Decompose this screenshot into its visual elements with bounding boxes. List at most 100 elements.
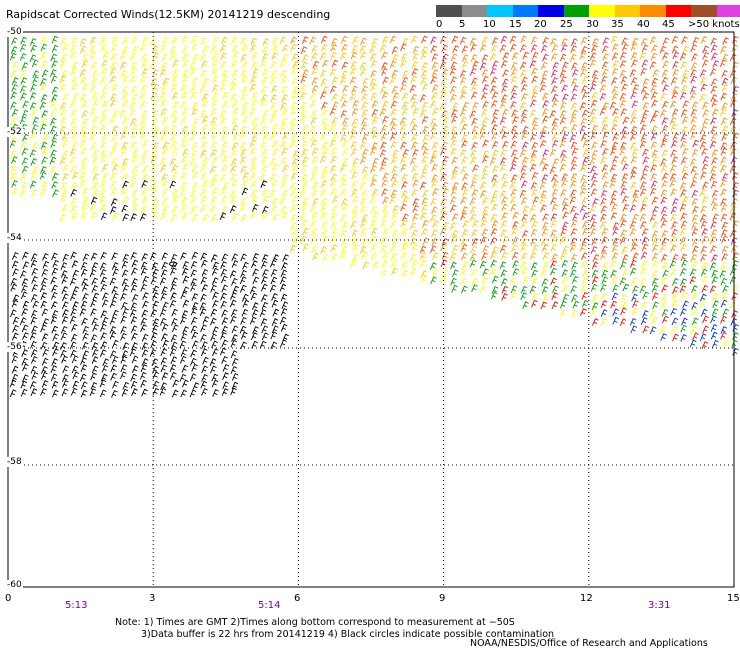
wind-barb: [21, 308, 29, 316]
wind-barb: [430, 197, 437, 206]
wind-barb: [622, 116, 630, 125]
wind-barb: [260, 294, 268, 302]
wind-barb: [582, 139, 590, 148]
wind-barb: [189, 133, 197, 142]
wind-barb: [90, 334, 98, 343]
wind-barb: [359, 205, 367, 214]
wind-barb: [211, 373, 219, 382]
wind-barb: [329, 139, 337, 148]
wind-barb: [270, 341, 278, 350]
wind-barb: [41, 69, 49, 78]
wind-barb: [531, 269, 538, 278]
wind-barb: [62, 309, 69, 317]
wind-barb: [689, 92, 697, 100]
wind-barb: [600, 251, 608, 260]
wind-barb: [301, 54, 309, 63]
wind-barb: [61, 188, 69, 197]
wind-barb: [542, 213, 549, 222]
wind-barb: [62, 150, 69, 159]
wind-barb: [450, 187, 458, 196]
wind-barb: [89, 51, 97, 60]
wind-barb: [731, 198, 738, 206]
wind-barb: [411, 133, 418, 142]
wind-barb: [582, 149, 590, 157]
wind-barb: [551, 93, 559, 102]
wind-barb: [561, 173, 569, 182]
wind-barb: [481, 54, 489, 63]
wind-barb: [209, 165, 217, 174]
wind-barb: [542, 53, 549, 62]
wind-barb: [91, 356, 99, 364]
wind-barb: [329, 85, 337, 94]
wind-barb: [329, 123, 337, 132]
wind-barb: [500, 125, 507, 134]
wind-barb: [251, 302, 259, 310]
wind-barb: [642, 156, 650, 165]
wind-barb: [211, 214, 218, 222]
wind-barb: [469, 213, 477, 222]
wind-barb: [561, 179, 568, 188]
wind-barb: [610, 300, 617, 309]
wind-barb: [720, 156, 727, 165]
wind-barb: [289, 244, 297, 253]
wind-barb: [340, 229, 348, 238]
wind-barb: [170, 283, 177, 292]
wind-barb: [721, 102, 729, 111]
wind-barb: [531, 91, 538, 100]
wind-barb: [682, 100, 690, 109]
colorbar-swatch-4: [538, 5, 564, 17]
wind-barb: [139, 125, 147, 133]
wind-barb: [242, 101, 249, 110]
wind-barb: [479, 131, 487, 140]
wind-barb: [439, 227, 447, 236]
wind-barb: [230, 165, 237, 173]
wind-barb: [91, 165, 99, 174]
wind-barb: [620, 156, 628, 165]
wind-barb: [140, 267, 148, 276]
wind-barb: [630, 133, 637, 141]
wind-barb: [590, 99, 598, 108]
wind-barb: [430, 45, 438, 53]
wind-barb: [109, 331, 117, 340]
wind-barb: [271, 52, 278, 61]
wind-barb: [191, 213, 199, 222]
wind-barb: [29, 180, 37, 189]
wind-barb: [581, 109, 589, 118]
wind-barb: [729, 125, 737, 134]
wind-barb: [580, 45, 588, 54]
wind-barb: [559, 139, 567, 148]
wind-barb: [130, 61, 138, 70]
wind-barb: [371, 142, 379, 150]
wind-barb: [490, 196, 497, 204]
wind-barb: [591, 91, 598, 100]
wind-barb: [720, 188, 727, 197]
wind-barb: [590, 188, 598, 197]
wind-barb: [91, 61, 98, 70]
wind-barb: [570, 285, 577, 294]
wind-barb: [661, 69, 669, 78]
wind-barb: [461, 182, 468, 191]
wind-barb: [591, 302, 599, 310]
wind-barb: [31, 267, 39, 276]
wind-barb: [131, 293, 139, 302]
wind-barb: [601, 61, 609, 70]
wind-barb: [440, 205, 448, 214]
wind-barb: [672, 277, 679, 286]
wind-barb: [411, 35, 418, 44]
wind-barb: [109, 316, 117, 325]
wind-barb: [280, 269, 288, 278]
wind-barb: [61, 374, 69, 382]
wind-barb: [522, 126, 529, 134]
wind-barb: [520, 83, 528, 92]
wind-barb: [601, 171, 609, 180]
wind-barb: [599, 84, 607, 93]
wind-barb: [671, 292, 679, 301]
wind-barb: [40, 52, 47, 60]
wind-barb: [519, 44, 527, 53]
wind-barb: [102, 358, 110, 367]
wind-barb: [180, 116, 188, 125]
wind-barb: [631, 37, 639, 46]
wind-barb: [470, 156, 477, 165]
wind-barb: [40, 94, 48, 102]
wind-barb: [22, 363, 29, 372]
